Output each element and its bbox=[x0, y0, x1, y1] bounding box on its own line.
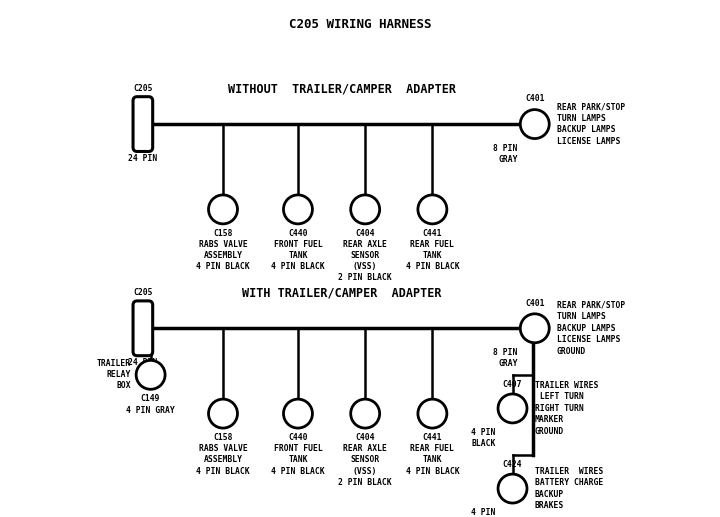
Text: C441
REAR FUEL
TANK
4 PIN BLACK: C441 REAR FUEL TANK 4 PIN BLACK bbox=[405, 229, 459, 271]
Text: REAR PARK/STOP
TURN LAMPS
BACKUP LAMPS
LICENSE LAMPS: REAR PARK/STOP TURN LAMPS BACKUP LAMPS L… bbox=[557, 102, 625, 146]
Text: C404
REAR AXLE
SENSOR
(VSS)
2 PIN BLACK: C404 REAR AXLE SENSOR (VSS) 2 PIN BLACK bbox=[338, 229, 392, 282]
Text: C401: C401 bbox=[525, 299, 544, 308]
Text: C424: C424 bbox=[503, 460, 522, 469]
Text: C149
4 PIN GRAY: C149 4 PIN GRAY bbox=[126, 394, 175, 415]
Text: 8 PIN
GRAY: 8 PIN GRAY bbox=[493, 144, 518, 164]
Text: TRAILER
RELAY
BOX: TRAILER RELAY BOX bbox=[97, 359, 131, 390]
Text: TRAILER  WIRES
BATTERY CHARGE
BACKUP
BRAKES: TRAILER WIRES BATTERY CHARGE BACKUP BRAK… bbox=[535, 467, 603, 510]
Circle shape bbox=[284, 399, 312, 428]
Circle shape bbox=[136, 360, 165, 389]
Text: C158
RABS VALVE
ASSEMBLY
4 PIN BLACK: C158 RABS VALVE ASSEMBLY 4 PIN BLACK bbox=[196, 229, 250, 271]
Text: C440
FRONT FUEL
TANK
4 PIN BLACK: C440 FRONT FUEL TANK 4 PIN BLACK bbox=[271, 229, 325, 271]
Text: C158
RABS VALVE
ASSEMBLY
4 PIN BLACK: C158 RABS VALVE ASSEMBLY 4 PIN BLACK bbox=[196, 433, 250, 476]
Text: C407: C407 bbox=[503, 380, 522, 389]
Circle shape bbox=[521, 314, 549, 343]
Circle shape bbox=[209, 195, 238, 224]
Circle shape bbox=[418, 195, 447, 224]
Circle shape bbox=[284, 195, 312, 224]
Text: C205 WIRING HARNESS: C205 WIRING HARNESS bbox=[289, 18, 431, 31]
Text: C441
REAR FUEL
TANK
4 PIN BLACK: C441 REAR FUEL TANK 4 PIN BLACK bbox=[405, 433, 459, 476]
Text: 4 PIN
BLACK: 4 PIN BLACK bbox=[471, 428, 495, 448]
Circle shape bbox=[351, 195, 379, 224]
FancyBboxPatch shape bbox=[133, 97, 153, 151]
Circle shape bbox=[351, 399, 379, 428]
Text: C404
REAR AXLE
SENSOR
(VSS)
2 PIN BLACK: C404 REAR AXLE SENSOR (VSS) 2 PIN BLACK bbox=[338, 433, 392, 486]
Text: C205: C205 bbox=[133, 288, 153, 297]
Text: WITHOUT  TRAILER/CAMPER  ADAPTER: WITHOUT TRAILER/CAMPER ADAPTER bbox=[228, 83, 456, 96]
Circle shape bbox=[498, 394, 527, 423]
Text: 24 PIN: 24 PIN bbox=[128, 154, 158, 162]
Text: 24 PIN: 24 PIN bbox=[128, 358, 158, 367]
Text: REAR PARK/STOP
TURN LAMPS
BACKUP LAMPS
LICENSE LAMPS
GROUND: REAR PARK/STOP TURN LAMPS BACKUP LAMPS L… bbox=[557, 301, 625, 356]
Circle shape bbox=[209, 399, 238, 428]
Text: TRAILER WIRES
 LEFT TURN
RIGHT TURN
MARKER
GROUND: TRAILER WIRES LEFT TURN RIGHT TURN MARKE… bbox=[535, 381, 598, 436]
Text: C401: C401 bbox=[525, 95, 544, 103]
Circle shape bbox=[498, 474, 527, 503]
Text: C205: C205 bbox=[133, 84, 153, 93]
Text: C440
FRONT FUEL
TANK
4 PIN BLACK: C440 FRONT FUEL TANK 4 PIN BLACK bbox=[271, 433, 325, 476]
Circle shape bbox=[521, 110, 549, 139]
Text: WITH TRAILER/CAMPER  ADAPTER: WITH TRAILER/CAMPER ADAPTER bbox=[242, 287, 441, 300]
Text: 4 PIN
GRAY: 4 PIN GRAY bbox=[471, 508, 495, 517]
FancyBboxPatch shape bbox=[133, 301, 153, 356]
Text: 8 PIN
GRAY: 8 PIN GRAY bbox=[493, 348, 518, 368]
Circle shape bbox=[418, 399, 447, 428]
